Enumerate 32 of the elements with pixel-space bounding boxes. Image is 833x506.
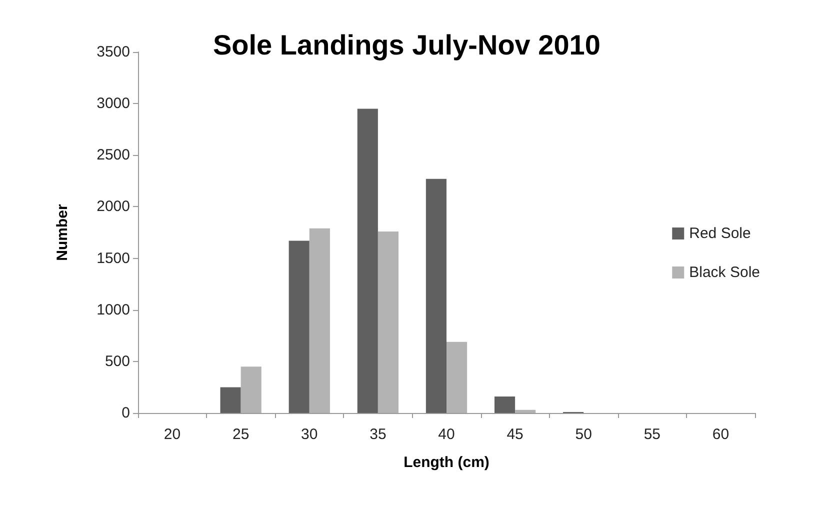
x-tick-label: 30	[301, 426, 318, 443]
bar	[288, 240, 310, 413]
x-tick-label: 60	[712, 426, 730, 443]
x-tick-label: 45	[506, 426, 524, 443]
y-axis-title: Number	[54, 204, 71, 261]
x-tick-label: 50	[575, 426, 592, 443]
y-tick-label: 1000	[96, 301, 130, 318]
y-tick-label: 3000	[96, 95, 130, 112]
y-tick-label: 1500	[96, 250, 130, 267]
y-tick-label: 0	[122, 404, 130, 422]
y-tick-label: 2000	[96, 198, 130, 216]
x-tick-label: 55	[644, 426, 661, 443]
x-tick-label: 20	[164, 426, 181, 443]
y-tick-label: 500	[104, 352, 130, 370]
bar	[309, 228, 330, 413]
x-tick-label: 40	[438, 426, 455, 443]
bar	[240, 366, 262, 413]
bar	[426, 178, 446, 413]
bar	[515, 410, 536, 413]
y-tick-label: 2500	[96, 146, 130, 164]
bar	[357, 108, 378, 413]
x-tick-label: 35	[370, 426, 386, 443]
chart-title: Sole Landings July-Nov 2010	[213, 30, 600, 60]
legend-label: Black Sole	[689, 264, 760, 281]
bar	[446, 342, 468, 413]
legend-label: Red Sole	[689, 225, 751, 242]
x-axis-title: Length (cm)	[404, 454, 490, 471]
y-tick-label: 3500	[96, 44, 130, 60]
x-tick-label: 25	[232, 426, 250, 443]
bar	[378, 231, 399, 413]
bar	[494, 396, 516, 413]
bar	[220, 387, 241, 413]
